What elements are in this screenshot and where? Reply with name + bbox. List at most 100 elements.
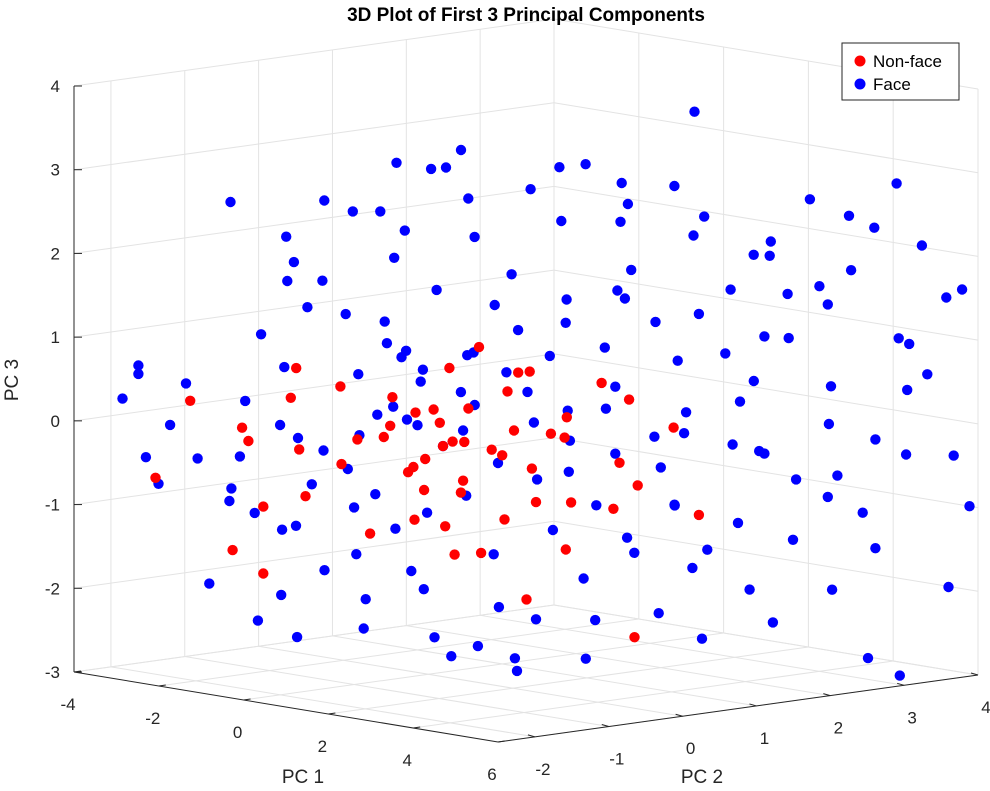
data-point-face	[844, 211, 854, 221]
data-point-face	[341, 309, 351, 319]
data-point-face	[391, 158, 401, 168]
data-point-non-face	[286, 393, 296, 403]
points-layer	[117, 107, 974, 681]
data-point-face	[469, 232, 479, 242]
data-point-face	[522, 387, 532, 397]
data-point-face	[622, 533, 632, 543]
data-point-face	[204, 578, 214, 588]
data-point-face	[456, 387, 466, 397]
floor-grid-line-y	[406, 626, 830, 696]
data-point-non-face	[387, 392, 397, 402]
data-point-face	[823, 492, 833, 502]
data-point-face	[279, 362, 289, 372]
z-tick-label: 3	[51, 161, 60, 180]
data-point-face	[620, 293, 630, 303]
x-tick-mark	[244, 699, 251, 700]
data-point-face	[431, 285, 441, 295]
data-point-face	[510, 653, 520, 663]
data-point-face	[117, 393, 127, 403]
x-tick-label: -2	[145, 709, 160, 728]
data-point-face	[681, 407, 691, 417]
data-point-face	[426, 164, 436, 174]
x-tick-mark	[328, 713, 335, 714]
data-point-non-face	[258, 568, 268, 578]
data-point-face	[957, 284, 967, 294]
data-point-face	[277, 525, 287, 535]
z-tick-label: 4	[51, 77, 60, 96]
data-point-face	[282, 276, 292, 286]
data-point-non-face	[513, 367, 523, 377]
z-tick-label: -2	[45, 579, 60, 598]
data-point-face	[629, 548, 639, 558]
y-axis-label: PC 2	[681, 767, 723, 788]
data-point-face	[580, 159, 590, 169]
data-point-non-face	[440, 521, 450, 531]
data-point-face	[949, 450, 959, 460]
data-point-non-face	[419, 485, 429, 495]
data-point-face	[917, 240, 927, 250]
z-tick-label: 2	[51, 244, 60, 263]
data-point-non-face	[497, 450, 507, 460]
data-point-face	[525, 184, 535, 194]
side-wall-grid-horizontal	[554, 605, 978, 675]
back-wall-grid-horizontal	[74, 270, 554, 337]
data-point-face	[419, 584, 429, 594]
data-point-non-face	[633, 480, 643, 490]
data-point-face	[578, 573, 588, 583]
x-tick-mark	[413, 727, 420, 728]
data-point-face	[858, 508, 868, 518]
data-point-face	[256, 329, 266, 339]
data-point-non-face	[403, 467, 413, 477]
data-point-face	[348, 206, 358, 216]
data-point-face	[561, 294, 571, 304]
back-wall-grid-horizontal	[74, 103, 554, 170]
data-point-face	[846, 265, 856, 275]
data-point-face	[401, 346, 411, 356]
data-point-non-face	[499, 514, 509, 524]
data-point-face	[276, 590, 286, 600]
data-point-face	[782, 289, 792, 299]
data-point-face	[687, 563, 697, 573]
data-point-non-face	[185, 396, 195, 406]
data-point-face	[617, 178, 627, 188]
data-point-non-face	[237, 423, 247, 433]
z-tick-label: -1	[45, 496, 60, 515]
data-point-non-face	[258, 501, 268, 511]
data-point-face	[388, 402, 398, 412]
data-point-non-face	[444, 363, 454, 373]
data-point-non-face	[428, 404, 438, 414]
data-point-face	[904, 339, 914, 349]
data-point-face	[275, 420, 285, 430]
data-point-face	[141, 452, 151, 462]
data-point-non-face	[559, 432, 569, 442]
x-axis-label: PC 1	[282, 767, 324, 788]
legend-label-nonface: Non-face	[873, 52, 942, 71]
data-point-face	[922, 369, 932, 379]
data-point-face	[688, 230, 698, 240]
data-point-face	[389, 253, 399, 263]
grid-layer	[74, 19, 978, 742]
data-point-face	[489, 549, 499, 559]
data-point-face	[224, 496, 234, 506]
back-wall-grid-horizontal	[74, 354, 554, 421]
data-point-face	[165, 420, 175, 430]
data-point-non-face	[456, 487, 466, 497]
data-point-face	[192, 453, 202, 463]
data-point-face	[654, 608, 664, 618]
data-point-face	[615, 217, 625, 227]
data-point-face	[133, 360, 143, 370]
data-point-face	[727, 439, 737, 449]
data-point-face	[463, 193, 473, 203]
z-tick-label: -3	[45, 663, 60, 682]
data-point-non-face	[629, 632, 639, 642]
data-point-face	[556, 216, 566, 226]
data-point-face	[307, 479, 317, 489]
data-point-face	[669, 181, 679, 191]
data-point-non-face	[458, 476, 468, 486]
data-point-face	[805, 194, 815, 204]
y-tick-label: 1	[760, 729, 769, 748]
legend-marker-nonface	[855, 56, 866, 67]
data-point-non-face	[531, 497, 541, 507]
x-tick-label: -4	[60, 695, 75, 714]
data-point-non-face	[474, 342, 484, 352]
